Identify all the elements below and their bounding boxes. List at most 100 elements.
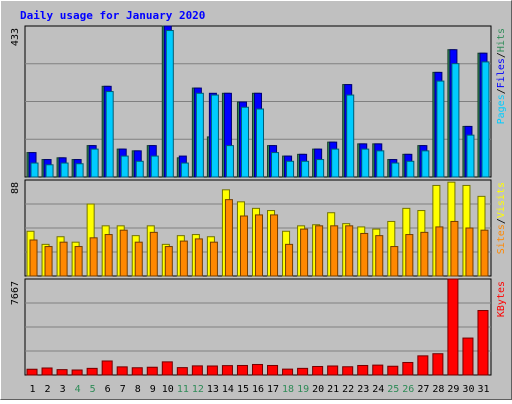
legend-entry: Pages	[496, 94, 507, 124]
x-tick-label: 26	[402, 384, 414, 395]
bar-sites-day-8	[134, 241, 143, 277]
bar-pages-day-22	[346, 94, 355, 178]
x-tick-label: 28	[432, 384, 444, 395]
bar-pages-day-21	[331, 148, 340, 178]
bar-kbytes-day-28	[432, 353, 444, 376]
x-tick-label: 27	[417, 384, 429, 395]
bar-kbytes-day-5	[86, 367, 98, 376]
bar-kbytes-day-26	[402, 361, 414, 376]
bar-kbytes-day-20	[312, 365, 324, 376]
bar-pages-day-29	[451, 63, 460, 178]
legend-separator: /	[496, 218, 507, 224]
x-tick-label: 20	[312, 384, 324, 395]
x-tick-label: 21	[327, 384, 339, 395]
bar-sites-day-31	[480, 229, 489, 277]
bar-pages-day-2	[45, 164, 54, 178]
legend: Sites/Visits	[496, 182, 507, 254]
x-tick-label: 22	[342, 384, 354, 395]
bar-sites-day-9	[149, 231, 158, 277]
x-tick-label: 10	[162, 384, 174, 395]
x-axis-labels: 1 2 3 4 5 6 7 8 9 10 11 12 13 14 15 16 17 18 19 20 21 22 23 24 2…	[30, 384, 490, 395]
bar-pages-day-6	[105, 91, 114, 178]
bar-kbytes-day-14	[221, 365, 233, 376]
legend-entry: Files	[496, 58, 507, 88]
legend: KBytes	[496, 281, 507, 317]
legend: Pages/Files/Hits	[496, 28, 507, 124]
bar-sites-day-16	[254, 214, 264, 277]
bar-sites-day-15	[239, 215, 248, 277]
bar-pages-day-11	[180, 162, 189, 178]
bar-pages-day-23	[361, 148, 370, 178]
bar-kbytes-day-11	[176, 367, 188, 376]
bar-kbytes-day-29	[447, 278, 459, 376]
bar-sites-day-20	[315, 225, 324, 277]
bar-pages-day-8	[135, 160, 144, 178]
bar-pages-day-13	[210, 94, 219, 178]
y-max-label: 88	[10, 182, 21, 194]
bar-pages-day-19	[301, 160, 310, 178]
bar-pages-day-26	[406, 160, 415, 178]
bar-pages-day-25	[391, 162, 400, 178]
bar-kbytes-day-9	[146, 366, 158, 376]
bar-kbytes-day-30	[462, 337, 474, 376]
bar-kbytes-day-21	[327, 365, 339, 376]
bar-kbytes-day-25	[387, 365, 399, 376]
bar-pages-day-30	[466, 134, 475, 178]
x-tick-label: 11	[177, 384, 189, 395]
bar-sites-day-24	[375, 235, 384, 277]
bar-kbytes-day-22	[342, 366, 354, 376]
x-tick-label: 19	[297, 384, 309, 395]
bar-sites-day-23	[360, 232, 369, 277]
bar-sites-day-3	[59, 241, 68, 277]
bar-pages-day-27	[421, 150, 430, 178]
bar-pages-day-1	[30, 162, 39, 178]
bar-sites-day-7	[119, 229, 128, 277]
legend-entry: Hits	[496, 28, 507, 52]
x-tick-label: 30	[462, 384, 474, 395]
bar-sites-day-27	[420, 231, 429, 277]
bar-sites-day-2	[44, 246, 53, 277]
bar-pages-day-20	[316, 159, 325, 178]
bar-pages-day-28	[436, 80, 445, 178]
bar-sites-day-12	[194, 238, 203, 277]
bar-pages-day-18	[286, 160, 295, 178]
bar-pages-day-31	[481, 61, 490, 178]
bar-kbytes-day-13	[206, 365, 218, 376]
x-tick-label: 31	[477, 384, 489, 395]
x-tick-label: 1	[30, 384, 36, 395]
bar-sites-day-17	[270, 214, 279, 277]
bar-sites-day-22	[345, 225, 354, 277]
legend-entry: Visits	[496, 182, 507, 218]
panel-3: 7667 KBytes	[10, 278, 507, 376]
bar-sites-day-19	[300, 228, 309, 277]
bar-kbytes-day-17	[267, 364, 279, 376]
bar-kbytes-day-23	[357, 364, 369, 376]
bar-sites-day-4	[74, 246, 83, 277]
x-tick-label: 14	[222, 384, 234, 395]
bar-sites-day-6	[104, 234, 113, 277]
chart-title: Daily usage for January 2020	[20, 9, 205, 22]
bar-kbytes-day-19	[297, 367, 309, 376]
x-tick-label: 18	[282, 384, 294, 395]
x-tick-label: 2	[45, 384, 51, 395]
bar-kbytes-day-10	[161, 361, 173, 376]
x-tick-label: 16	[252, 384, 264, 395]
bar-kbytes-day-16	[251, 363, 264, 376]
bar-pages-day-24	[376, 150, 385, 178]
bar-kbytes-day-27	[417, 355, 429, 376]
x-tick-label: 13	[207, 384, 219, 395]
bar-sites-day-25	[390, 246, 399, 277]
bar-pages-day-10	[165, 30, 174, 178]
x-tick-label: 5	[90, 384, 96, 395]
bar-kbytes-day-12	[191, 365, 203, 376]
bar-sites-day-18	[285, 243, 294, 277]
bar-kbytes-day-31	[477, 310, 489, 376]
bar-sites-day-1	[29, 239, 38, 277]
bar-kbytes-day-15	[236, 364, 248, 376]
x-tick-label: 15	[237, 384, 249, 395]
bar-sites-day-11	[179, 240, 188, 277]
bar-pages-day-15	[240, 106, 249, 178]
